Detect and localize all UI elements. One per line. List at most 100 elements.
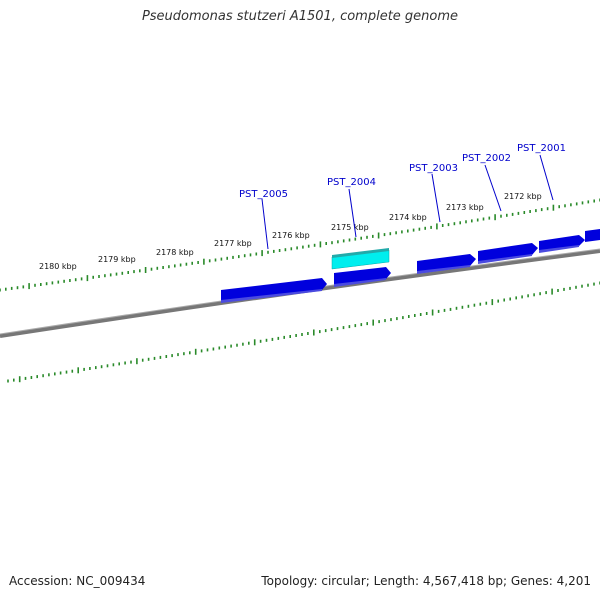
lower-minor-tick xyxy=(575,285,577,289)
lower-minor-tick xyxy=(467,304,470,308)
gene-arrow-pst-2004-shadow xyxy=(334,278,386,287)
lower-minor-tick xyxy=(13,378,15,382)
lower-minor-tick xyxy=(95,366,97,370)
gene-arrow-pst-2002[interactable] xyxy=(478,243,538,262)
tick-label-2175: 2175 kbp xyxy=(331,223,369,232)
upper-major-tick xyxy=(203,258,205,265)
lower-minor-tick xyxy=(147,357,150,361)
upper-minor-tick xyxy=(255,252,258,256)
tick-label-2174: 2174 kbp xyxy=(389,213,427,222)
gene-leader-lines xyxy=(261,154,554,250)
lower-minor-tick xyxy=(366,322,368,326)
upper-minor-tick xyxy=(121,271,124,275)
lower-minor-tick xyxy=(118,362,120,366)
lower-minor-tick xyxy=(533,293,535,297)
lower-minor-tick xyxy=(159,355,162,359)
upper-minor-tick xyxy=(63,279,65,283)
upper-minor-tick xyxy=(587,200,590,204)
lower-tick-row xyxy=(7,281,600,383)
lower-minor-tick xyxy=(189,351,191,355)
lower-minor-tick xyxy=(348,325,351,329)
upper-minor-tick xyxy=(459,221,461,225)
gene-arrow-pst-2003-shadow xyxy=(417,265,470,274)
upper-minor-tick xyxy=(540,208,543,212)
gene-arrow-pst-2005[interactable] xyxy=(221,278,327,301)
gene-label-pst-2001[interactable]: PST_2001 xyxy=(517,143,566,154)
tick-label-2178: 2178 kbp xyxy=(156,248,194,257)
upper-minor-tick xyxy=(546,207,549,211)
lower-minor-tick xyxy=(563,287,565,291)
upper-minor-tick xyxy=(441,224,444,227)
gene-arrow-pst-2002-shadow xyxy=(478,254,532,264)
upper-minor-tick xyxy=(523,211,526,214)
lower-minor-tick xyxy=(437,309,440,313)
upper-minor-tick xyxy=(372,234,374,238)
gene-label-pst-2005[interactable]: PST_2005 xyxy=(239,189,288,200)
upper-minor-tick xyxy=(366,235,368,239)
upper-minor-tick xyxy=(191,261,193,265)
upper-minor-tick xyxy=(418,227,421,231)
upper-minor-tick xyxy=(238,255,240,259)
gene-arrow-pst-2001[interactable] xyxy=(539,235,585,251)
lower-minor-tick xyxy=(24,376,27,380)
gene-arrow-next-partial[interactable] xyxy=(585,229,600,242)
upper-minor-tick xyxy=(115,272,118,276)
upper-minor-tick xyxy=(208,259,211,263)
gene-labels: PST_2005 PST_2004 PST_2003 PST_2002 PST_… xyxy=(239,143,566,200)
gene-arrow-pst-2003[interactable] xyxy=(417,254,476,272)
upper-minor-tick xyxy=(471,219,473,223)
lower-major-tick xyxy=(136,358,138,365)
lower-minor-tick xyxy=(42,374,44,378)
leader-pst-2003 xyxy=(431,173,441,223)
upper-minor-tick xyxy=(307,244,310,248)
upper-minor-tick xyxy=(179,263,182,267)
lower-minor-tick xyxy=(171,354,173,358)
upper-minor-tick xyxy=(139,269,141,273)
upper-minor-tick xyxy=(395,231,397,235)
lower-minor-tick xyxy=(212,347,215,351)
lower-minor-tick xyxy=(497,299,499,303)
tick-label-2177: 2177 kbp xyxy=(214,239,252,248)
gene-label-pst-2004[interactable]: PST_2004 xyxy=(327,177,376,188)
upper-minor-tick xyxy=(104,274,106,278)
lower-minor-tick xyxy=(581,284,583,288)
tick-label-2180: 2180 kbp xyxy=(39,262,77,271)
upper-minor-tick xyxy=(92,275,94,279)
genome-summary-text: Topology: circular; Length: 4,567,418 bp… xyxy=(261,574,591,588)
upper-minor-tick xyxy=(284,248,287,252)
upper-minor-tick xyxy=(22,285,25,289)
lower-minor-tick xyxy=(7,379,9,383)
upper-tick-row xyxy=(0,198,600,292)
lower-minor-tick xyxy=(71,369,74,373)
lower-major-tick xyxy=(194,348,197,355)
lower-minor-tick xyxy=(521,295,523,299)
lower-minor-tick xyxy=(200,349,203,353)
upper-minor-tick xyxy=(45,282,48,286)
upper-minor-tick xyxy=(575,202,578,206)
lower-minor-tick xyxy=(83,367,85,371)
lower-minor-tick xyxy=(112,363,115,367)
upper-minor-tick xyxy=(267,250,269,254)
lower-minor-tick xyxy=(100,365,103,369)
lower-minor-tick xyxy=(461,305,464,309)
upper-minor-tick xyxy=(517,211,520,215)
gene-arrow-pst-2004[interactable] xyxy=(334,267,391,285)
lower-minor-tick xyxy=(485,301,488,305)
lower-minor-tick xyxy=(48,373,50,377)
upper-minor-tick xyxy=(482,217,485,221)
upper-minor-tick xyxy=(57,280,60,284)
lower-minor-tick xyxy=(503,298,505,302)
lower-minor-tick xyxy=(509,297,511,301)
upper-minor-tick xyxy=(529,210,531,213)
lower-minor-tick xyxy=(295,334,297,337)
lower-minor-tick xyxy=(153,356,156,360)
lower-minor-tick xyxy=(242,342,244,346)
upper-minor-tick xyxy=(564,204,566,208)
upper-minor-tick xyxy=(162,266,164,269)
upper-minor-tick xyxy=(506,213,508,217)
gene-label-pst-2003[interactable]: PST_2003 xyxy=(409,163,458,174)
upper-minor-tick xyxy=(337,240,339,244)
upper-minor-tick xyxy=(174,264,176,268)
gene-label-pst-2002[interactable]: PST_2002 xyxy=(462,153,511,164)
